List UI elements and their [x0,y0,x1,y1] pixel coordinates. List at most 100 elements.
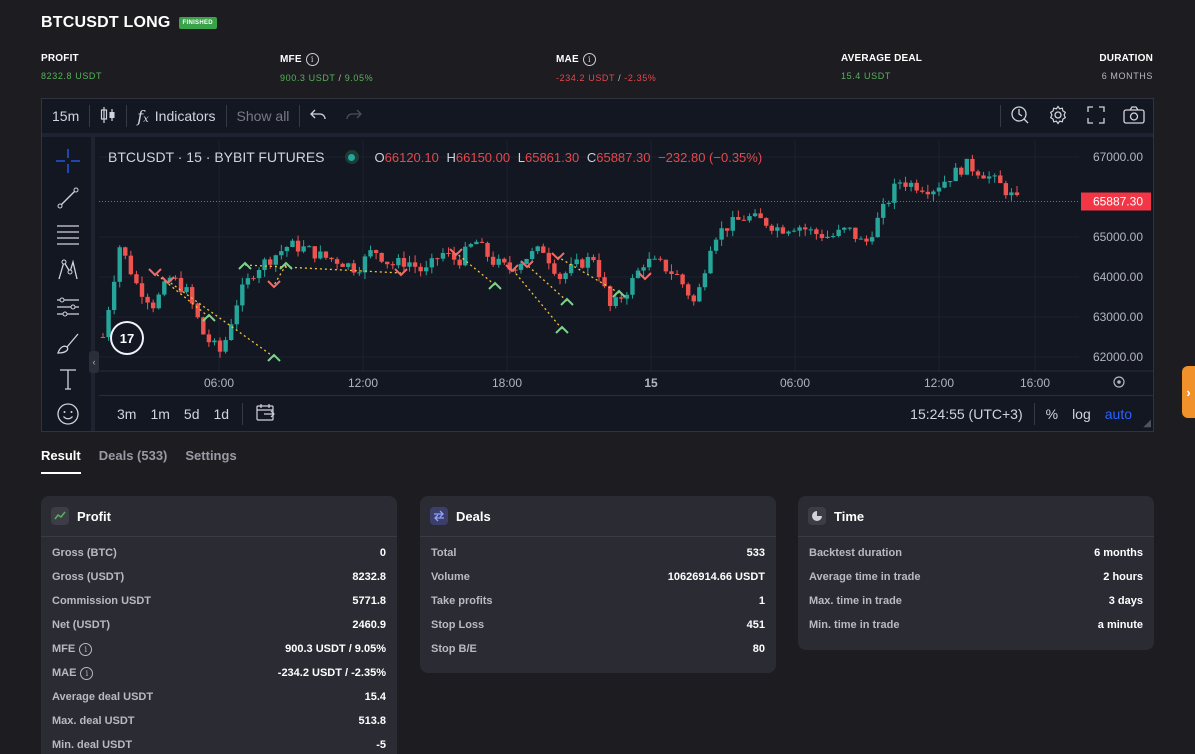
gear-icon [1048,104,1068,128]
candle-body [613,297,618,307]
crosshair-tool[interactable] [55,148,81,176]
candle-body [267,259,273,265]
range-1d[interactable]: 1d [213,405,230,422]
candle-body [814,229,819,235]
buy-marker [612,289,626,298]
candle-body [741,219,747,221]
interval-button[interactable]: 15m [42,99,89,133]
stat-row: Stop B/E 80 [420,637,776,661]
candle-body [451,253,457,260]
y-axis-tick-label: 62000.00 [1093,350,1143,364]
profit-rows: Gross (BTC) 0 Gross (USDT) 8232.8 Commission… [41,537,397,754]
candle-body [563,273,568,279]
buy-marker [202,313,216,322]
tab-result[interactable]: Result [41,448,81,474]
candle-body [669,271,674,274]
text-icon [56,367,80,396]
candle-body [529,251,535,259]
deals-rows: Total 533 Volume 10626914.66 USDT Take profi… [420,537,776,661]
side-panel-toggle[interactable]: › [1182,366,1195,418]
brush-icon [56,331,80,360]
legend-symbol: BTCUSDT · 15 · BYBIT FUTURES [108,149,325,165]
candle-body [195,303,200,318]
indicators-button[interactable]: fx Indicators [127,99,225,133]
undo-icon [310,108,327,125]
price-chart[interactable]: 67000.00 65000.00 64000.00 63000.00 62000.00… [99,141,1153,393]
info-icon[interactable]: i [80,666,94,680]
candle-body [507,262,513,270]
brush-tool[interactable] [55,332,81,358]
clock[interactable]: 15:24:55 (UTC+3) [910,406,1023,422]
screenshot-button[interactable] [1115,99,1153,133]
settings-button[interactable] [1039,99,1077,133]
candle-body [513,269,518,271]
fullscreen-button[interactable] [1077,99,1115,133]
stat-profit: PROFIT 8232.8 USDT [41,53,102,81]
auto-toggle[interactable]: auto [1104,406,1132,422]
show-all-button[interactable]: Show all [227,99,300,133]
chart-bottom-bar: 3m 1m 5d 1d 15:24:55 (UTC+3) % log auto … [99,395,1153,431]
candle-body [346,263,351,267]
forecast-tool[interactable] [55,296,81,322]
text-tool[interactable] [55,368,81,394]
smiley-icon [56,402,80,431]
legend-o-value: 66120.10 [384,149,439,165]
range-3m[interactable]: 3m [117,405,137,422]
candle-body [217,340,223,352]
candle-body [758,213,763,219]
stat-row-value: a minute [1097,619,1143,631]
range-5d[interactable]: 5d [183,405,200,422]
pattern-tool[interactable] [55,258,81,285]
stat-row-label: Commission USDT [52,595,151,607]
candle-body [485,242,490,257]
sell-marker [267,280,281,289]
profit-card-header: Profit [41,496,397,537]
candle-body [178,277,184,293]
undo-button[interactable] [300,99,336,133]
fib-tool[interactable] [55,223,81,249]
stat-row-label: Min. deal USDT [52,739,132,751]
chart-type-button[interactable] [90,99,126,133]
candle-body [663,259,669,272]
info-icon[interactable]: i [582,53,596,66]
stat-row-value: -234.2 USDT / -2.35% [277,667,386,679]
trade-line [557,256,620,294]
info-icon[interactable]: i [305,53,319,66]
tab-settings[interactable]: Settings [185,448,237,463]
candle-body [920,190,925,192]
emoji-tool[interactable] [55,402,81,431]
x-axis-tick-label: 06:00 [780,376,810,390]
range-1m[interactable]: 1m [150,405,170,422]
sell-marker [394,268,408,277]
candle-body [724,228,730,231]
stat-row-label-text: Volume [431,571,470,583]
replay-button[interactable] [1001,99,1039,133]
toolbar-divider [1033,403,1035,425]
stat-row: Average time in trade 2 hours [798,565,1154,589]
candle-body [708,250,713,274]
stat-duration-value: 6 MONTHS [1101,71,1153,81]
y-axis-tick-label: 64000.00 [1093,270,1143,284]
stat-profit-value: 8232.8 USDT [41,71,103,81]
candle-body [624,294,630,299]
stat-row-value: 10626914.66 USDT [667,571,765,583]
tradingview-logo[interactable]: 17 [110,321,144,355]
prediction-icon [56,295,80,324]
sell-marker [148,268,162,277]
stat-row-label: MFE i [52,642,93,656]
chart-plot-area[interactable]: 67000.00 65000.00 64000.00 63000.00 62000.00… [99,141,1153,393]
info-icon[interactable]: i [79,642,93,656]
candle-body [853,227,858,239]
log-toggle[interactable]: log [1072,406,1091,422]
redo-button[interactable] [336,99,372,133]
go-to-date-button[interactable] [249,403,283,424]
stat-mfe: MFE i 900.3 USDT / 9.05% [280,53,373,83]
profit-card-title: Profit [77,508,111,524]
trend-line-tool[interactable] [55,187,81,213]
resize-handle-icon[interactable]: ◢ [1143,418,1151,429]
percent-toggle[interactable]: % [1045,406,1059,422]
stat-row-value: 6 months [1094,547,1143,559]
collapse-toolbar-button[interactable]: ‹ [89,351,99,373]
candle-body [981,175,986,179]
tab-deals[interactable]: Deals (533) [98,448,168,463]
